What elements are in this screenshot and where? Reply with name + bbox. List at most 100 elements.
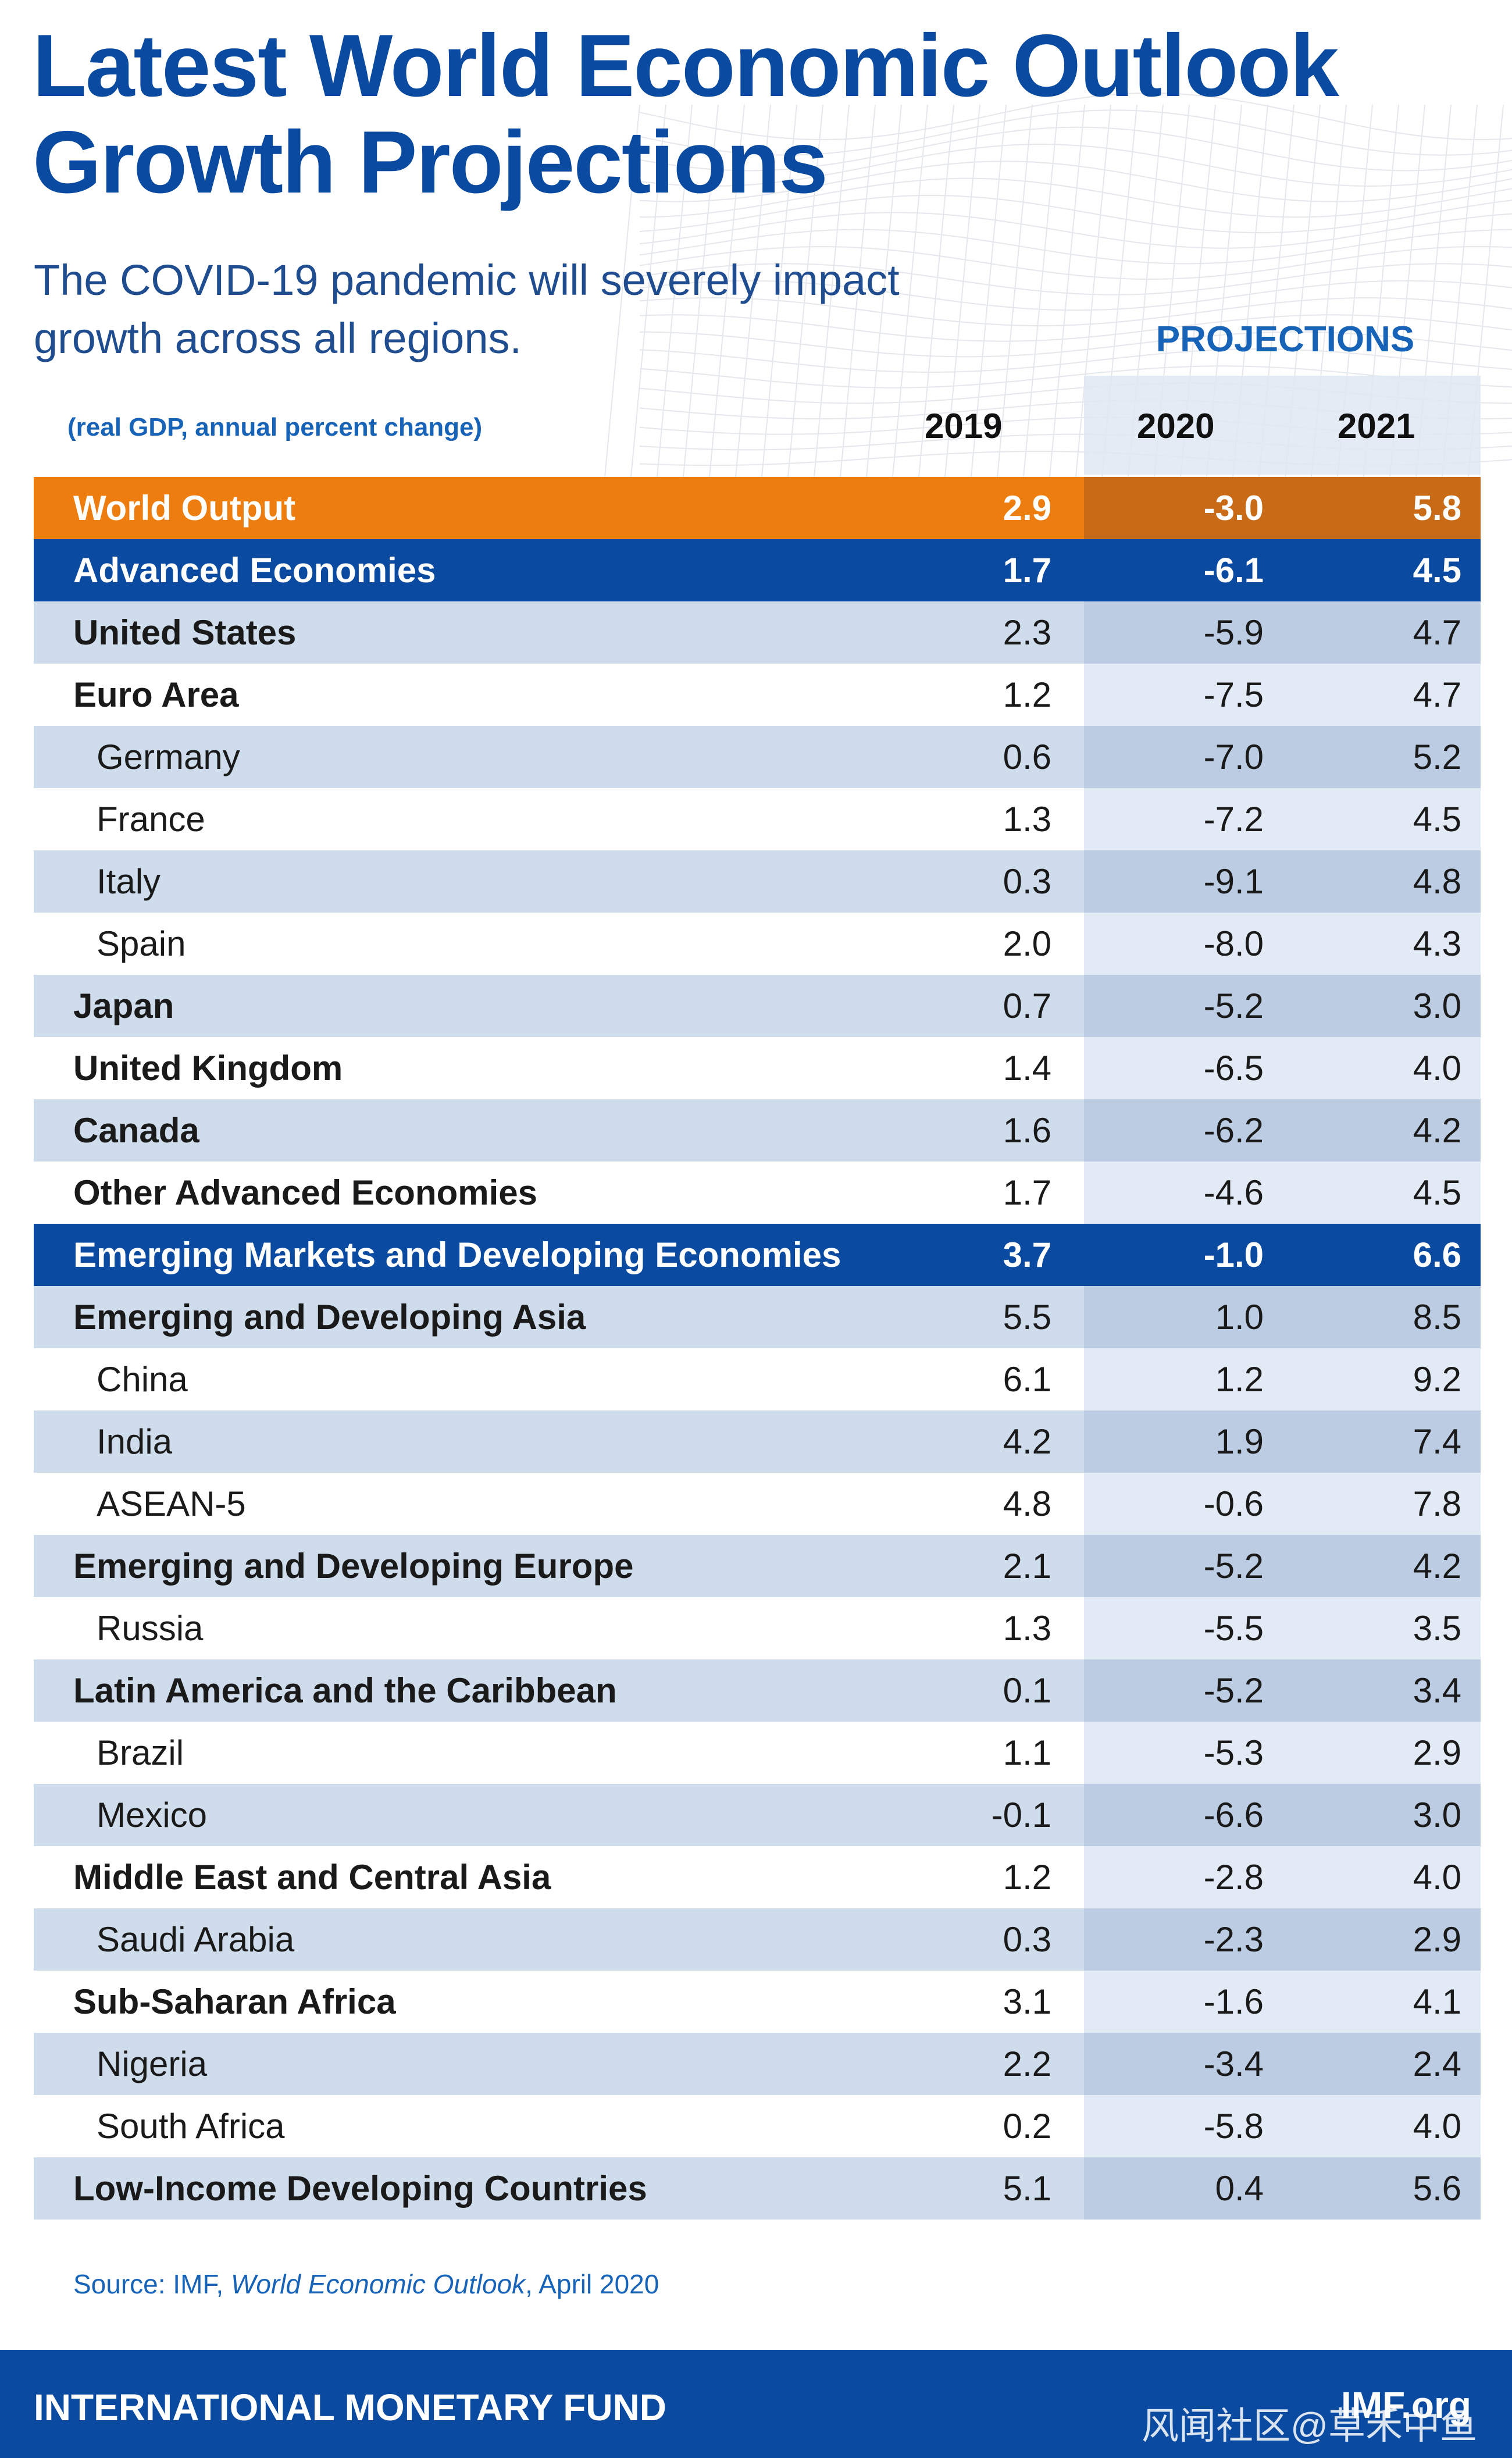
value-2019: 2.3 [1003,613,1051,652]
value-2021: 4.1 [1413,1982,1461,2021]
row-label: Canada [73,1111,199,1150]
projection-column-shade [1084,1784,1481,1846]
value-2020: -4.6 [1203,1173,1264,1212]
value-2020: -5.8 [1203,2107,1264,2146]
projection-column-shade [1084,1224,1481,1286]
value-2019: 0.1 [1003,1671,1051,1710]
projection-column-shade [1084,1473,1481,1535]
table-row: Emerging and Developing Europe 2.1 -5.2 4.2 [34,1535,1481,1597]
table-row: Euro Area 1.2 -7.5 4.7 [34,664,1481,726]
footer-site-link[interactable]: IMF.org [1341,2384,1471,2426]
row-label: Emerging and Developing Asia [73,1298,586,1337]
value-2021: 4.7 [1413,675,1461,714]
value-2019: 2.1 [1003,1547,1051,1586]
value-2020: -3.4 [1203,2044,1264,2083]
table-row: United States 2.3 -5.9 4.7 [34,601,1481,664]
value-2021: 4.2 [1413,1111,1461,1150]
value-2021: 7.4 [1413,1422,1461,1461]
value-2019: 4.8 [1003,1484,1051,1523]
value-2019: 1.3 [1003,800,1051,839]
value-2020: -1.6 [1203,1982,1264,2021]
table-row: Other Advanced Economies 1.7 -4.6 4.5 [34,1162,1481,1224]
row-label: Spain [97,924,186,963]
value-2019: 2.0 [1003,924,1051,963]
value-2020: 1.9 [1215,1422,1264,1461]
value-2020: 1.2 [1215,1360,1264,1399]
growth-table: World Output 2.9 -3.0 5.8 Advanced Economies… [34,477,1481,2220]
value-2019: 1.7 [1003,551,1051,590]
value-2020: -5.2 [1203,1671,1264,1710]
row-label: Advanced Economies [73,551,436,590]
value-2020: -7.5 [1203,675,1264,714]
value-2021: 5.2 [1413,738,1461,776]
value-2020: -5.9 [1203,613,1264,652]
value-2019: 1.3 [1003,1609,1051,1648]
projection-column-shade [1084,788,1481,850]
value-2021: 2.9 [1413,1733,1461,1772]
value-2021: 4.5 [1413,800,1461,839]
value-2020: 1.0 [1215,1298,1264,1337]
year-header-2020: 2020 [1137,407,1215,446]
projection-column-shade [1084,1162,1481,1224]
value-2021: 2.9 [1413,1920,1461,1959]
value-2021: 3.5 [1413,1609,1461,1648]
table-row: Sub-Saharan Africa 3.1 -1.6 4.1 [34,1971,1481,2033]
value-2019: 3.1 [1003,1982,1051,2021]
value-2021: 2.4 [1413,2044,1461,2083]
value-2019: 2.9 [1003,489,1051,528]
value-2021: 3.0 [1413,1796,1461,1834]
value-2019: 1.1 [1003,1733,1051,1772]
value-2021: 3.0 [1413,986,1461,1025]
row-label: India [97,1422,173,1461]
row-label: World Output [73,489,296,528]
table-row: Germany 0.6 -7.0 5.2 [34,726,1481,788]
source-note: Source: IMF, World Economic Outlook, Apr… [73,2269,659,2299]
row-label: Brazil [97,1733,184,1772]
row-label: United Kingdom [73,1049,343,1088]
row-label: France [97,800,205,839]
background-mesh-pattern [604,92,1512,477]
projection-column-shade [1084,726,1481,788]
value-2020: -7.2 [1203,800,1264,839]
row-label: Middle East and Central Asia [73,1858,551,1897]
table-row: China 6.1 1.2 9.2 [34,1348,1481,1410]
value-2021: 6.6 [1413,1235,1461,1274]
projection-column-shade [1084,975,1481,1037]
row-label: Saudi Arabia [97,1920,295,1959]
projection-column-shade [1084,1722,1481,1784]
value-2019: 3.7 [1003,1235,1051,1274]
value-2021: 4.8 [1413,862,1461,901]
table-row: India 4.2 1.9 7.4 [34,1410,1481,1473]
table-row: South Africa 0.2 -5.8 4.0 [34,2095,1481,2157]
value-2021: 4.7 [1413,613,1461,652]
row-label: Mexico [97,1796,208,1834]
row-label: Emerging and Developing Europe [73,1547,634,1586]
table-row: Brazil 1.1 -5.3 2.9 [34,1722,1481,1784]
value-2021: 4.0 [1413,1049,1461,1088]
table-row: Advanced Economies 1.7 -6.1 4.5 [34,539,1481,601]
value-2019: 1.7 [1003,1173,1051,1212]
value-2020: -6.6 [1203,1796,1264,1834]
row-label: South Africa [97,2107,285,2146]
value-2020: -5.5 [1203,1609,1264,1648]
projection-column-shade [1084,1410,1481,1473]
value-2021: 5.6 [1413,2169,1461,2208]
value-2021: 4.5 [1413,1173,1461,1212]
table-row: World Output 2.9 -3.0 5.8 [34,477,1481,539]
footer-bar: INTERNATIONAL MONETARY FUND IMF.org [0,2350,1512,2458]
projection-column-shade [1084,1348,1481,1410]
row-label: Other Advanced Economies [73,1173,537,1212]
value-2019: 1.2 [1003,1858,1051,1897]
value-2021: 4.5 [1413,551,1461,590]
value-2020: -3.0 [1203,489,1264,528]
value-2019: 0.7 [1003,986,1051,1025]
value-2020: -5.2 [1203,986,1264,1025]
table-row: Japan 0.7 -5.2 3.0 [34,975,1481,1037]
projection-column-shade [1084,2157,1481,2220]
row-label: Emerging Markets and Developing Economie… [73,1235,841,1274]
projection-column-shade [1084,1037,1481,1099]
projection-column-shade [1084,1099,1481,1162]
value-2020: -6.2 [1203,1111,1264,1150]
row-label: Italy [97,862,161,901]
subtitle: The COVID-19 pandemic will severely impa… [34,256,900,362]
